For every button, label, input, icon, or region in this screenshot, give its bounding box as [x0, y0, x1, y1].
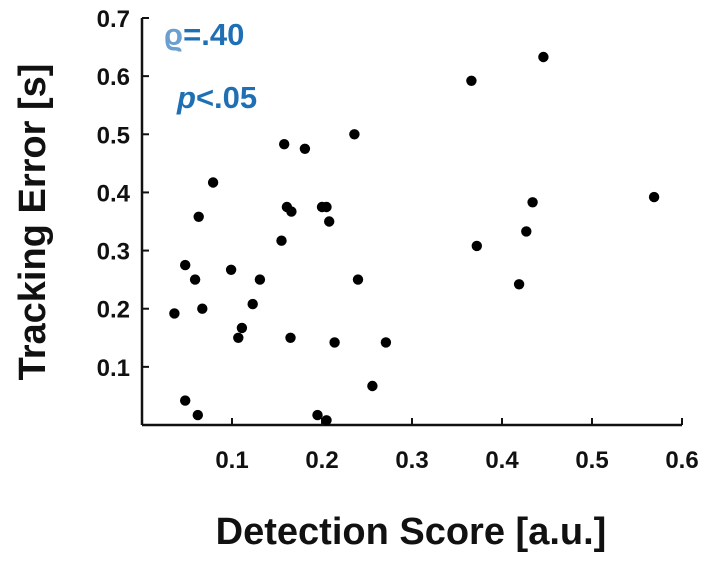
y-tick-label: 0.3: [97, 239, 130, 266]
data-point: [192, 409, 203, 421]
x-axis-title: Detection Score [a.u.]: [216, 511, 607, 553]
data-point: [197, 303, 208, 314]
data-point: [527, 197, 538, 208]
data-point: [648, 191, 660, 203]
axis-ticks: 0.1 0.2 0.3 0.4 0.5 0.6 0.1 0.2 0.3 0.4 0.5 0.6 0.7: [97, 6, 699, 474]
data-point: [276, 235, 287, 246]
x-tick-label: 0.5: [575, 447, 608, 474]
correlation-rho-label: ϱ=.40: [164, 17, 244, 52]
x-tick-label: 0.6: [665, 447, 698, 474]
data-point: [466, 75, 477, 87]
data-point: [329, 337, 340, 348]
rho-value: =.40: [183, 17, 244, 52]
data-point: [367, 380, 378, 392]
y-tick-label: 0.7: [97, 6, 130, 33]
data-point: [321, 201, 332, 213]
data-point: [207, 177, 219, 188]
data-point: [513, 279, 525, 290]
data-point: [254, 274, 266, 285]
data-point: [225, 264, 237, 275]
data-point: [285, 332, 296, 343]
data-point: [538, 51, 549, 63]
data-point: [299, 143, 311, 154]
data-point: [324, 216, 335, 227]
data-point: [233, 332, 244, 343]
p-value: <.05: [196, 80, 257, 115]
x-tick-label: 0.4: [485, 447, 519, 474]
data-point: [286, 206, 297, 217]
y-tick-label: 0.1: [97, 355, 130, 382]
data-point: [349, 129, 360, 140]
p-value-label: p<.05: [176, 80, 257, 115]
data-point: [189, 274, 201, 285]
correlation-annotation: ϱ=.40 p<.05: [164, 17, 257, 115]
y-tick-label: 0.4: [97, 180, 131, 207]
data-point: [471, 240, 482, 252]
data-point: [352, 274, 364, 285]
y-tick-label: 0.5: [97, 122, 130, 149]
data-points: [169, 51, 660, 426]
y-tick-label: 0.6: [97, 64, 130, 91]
data-point: [169, 308, 180, 319]
p-symbol: p: [176, 80, 196, 115]
rho-symbol: ϱ: [164, 17, 183, 52]
y-tick-label: 0.2: [97, 297, 130, 324]
x-tick-label: 0.1: [215, 447, 248, 474]
y-axis-title: Tracking Error [s]: [12, 64, 54, 381]
data-point: [247, 298, 258, 310]
data-point: [180, 259, 191, 271]
x-tick-label: 0.2: [305, 447, 338, 474]
data-point: [279, 139, 290, 150]
data-point: [521, 226, 532, 237]
data-point: [193, 211, 204, 222]
data-point: [380, 337, 392, 348]
data-point: [321, 415, 332, 426]
data-point: [312, 409, 323, 421]
data-point: [180, 395, 191, 406]
x-tick-label: 0.3: [395, 447, 428, 474]
data-point: [236, 322, 248, 334]
